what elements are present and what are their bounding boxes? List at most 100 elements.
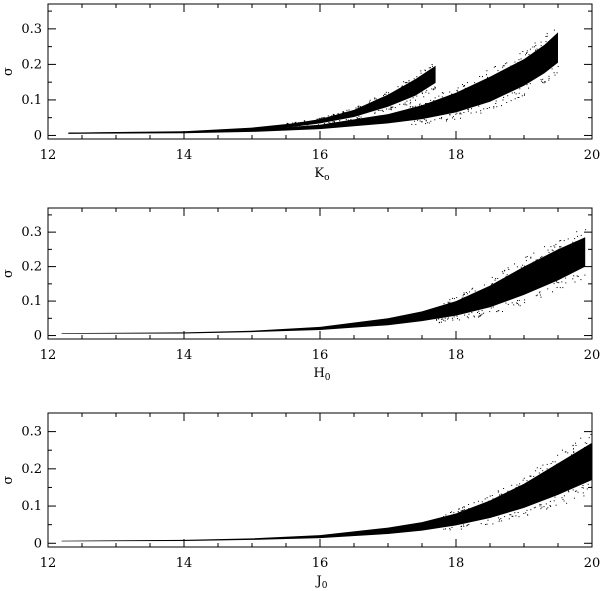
- data-point: [385, 93, 387, 95]
- data-point: [471, 108, 472, 110]
- data-point: [468, 504, 470, 505]
- data-point: [522, 51, 524, 52]
- data-point: [331, 115, 332, 117]
- data-point: [544, 246, 546, 248]
- data-point: [449, 91, 451, 93]
- data-point: [345, 119, 347, 121]
- data-point: [458, 508, 460, 510]
- data-point: [565, 277, 567, 279]
- data-point: [405, 82, 407, 84]
- data-point: [556, 72, 558, 74]
- data-point: [404, 104, 406, 106]
- data-point: [515, 487, 517, 488]
- data-point: [401, 85, 403, 87]
- data-point: [350, 119, 352, 120]
- data-point: [457, 87, 459, 89]
- data-point: [425, 119, 427, 121]
- x-tick-label: 16: [312, 348, 329, 363]
- data-point: [458, 511, 460, 513]
- data-point: [541, 80, 543, 82]
- data-point: [425, 120, 427, 122]
- data-point: [430, 120, 432, 122]
- data-point: [316, 118, 318, 120]
- data-point: [553, 29, 555, 31]
- data-point: [540, 45, 542, 47]
- data-point: [500, 71, 501, 73]
- data-point: [466, 525, 468, 527]
- data-point: [518, 304, 520, 306]
- data-point: [486, 70, 488, 72]
- data-point: [572, 241, 574, 243]
- data-point: [492, 498, 494, 500]
- data-point: [458, 508, 460, 510]
- data-point: [383, 95, 384, 97]
- data-point: [319, 117, 321, 119]
- data-point: [435, 87, 436, 89]
- data-point: [462, 524, 464, 526]
- data-point: [421, 93, 423, 94]
- x-tick-label: 14: [176, 348, 193, 363]
- data-point: [576, 275, 578, 277]
- data-point: [542, 470, 544, 472]
- data-point: [360, 106, 361, 108]
- data-cloud: [61, 237, 586, 334]
- data-point: [468, 313, 470, 315]
- data-point: [541, 506, 543, 508]
- data-point: [582, 485, 584, 486]
- data-point: [536, 48, 538, 50]
- data-point: [406, 82, 408, 83]
- data-point: [491, 283, 493, 284]
- data-point: [557, 454, 559, 456]
- data-point: [518, 485, 520, 487]
- data-point: [506, 62, 508, 64]
- x-tick-label: 20: [584, 556, 600, 571]
- data-point: [453, 514, 455, 515]
- data-point: [342, 111, 344, 113]
- data-point: [480, 112, 482, 114]
- data-point: [403, 103, 405, 105]
- data-point: [566, 502, 568, 504]
- data-point: [555, 504, 557, 506]
- data-point: [491, 495, 493, 496]
- data-point: [433, 88, 434, 90]
- data-point: [486, 74, 487, 76]
- data-point: [504, 269, 506, 271]
- data-point: [349, 110, 351, 112]
- data-point: [343, 111, 345, 113]
- data-point: [346, 109, 348, 111]
- data-point: [442, 92, 444, 94]
- data-point: [524, 299, 526, 301]
- data-point: [318, 119, 320, 120]
- data-point: [575, 442, 576, 444]
- x-tick-label: 16: [312, 556, 329, 571]
- data-point: [522, 479, 524, 481]
- data-point: [486, 523, 488, 525]
- data-point: [505, 275, 507, 277]
- data-point: [463, 525, 465, 527]
- data-point: [501, 493, 503, 495]
- x-tick-label: 12: [40, 348, 57, 363]
- data-point: [529, 83, 531, 85]
- data-point: [572, 489, 574, 491]
- data-point: [492, 306, 494, 308]
- data-point: [463, 292, 465, 294]
- data-point: [560, 246, 562, 248]
- data-point: [555, 243, 557, 245]
- data-point: [419, 120, 421, 122]
- data-point: [423, 96, 425, 98]
- data-point: [502, 66, 504, 68]
- data-point: [460, 113, 462, 115]
- data-point: [317, 124, 319, 126]
- data-point: [525, 260, 527, 262]
- data-point: [438, 318, 440, 320]
- data-point: [414, 120, 416, 122]
- data-point: [441, 96, 443, 98]
- data-point: [292, 122, 294, 124]
- data-point: [479, 315, 481, 317]
- data-point: [392, 106, 394, 108]
- data-point: [424, 69, 426, 71]
- data-point: [464, 85, 465, 87]
- data-point: [441, 318, 443, 320]
- y-tick-label: 0.3: [21, 225, 42, 240]
- data-point: [494, 279, 496, 281]
